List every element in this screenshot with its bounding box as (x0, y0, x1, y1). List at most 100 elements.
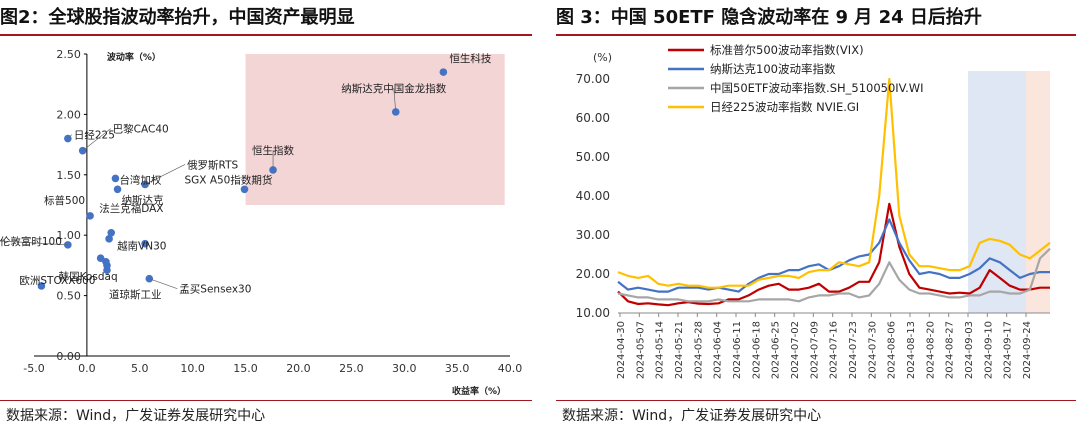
point-label: 纳斯达克 (122, 193, 164, 206)
point-label: 恒生科技 (449, 52, 491, 65)
y-tick-label: 1.00 (56, 229, 81, 242)
highlight-region (245, 54, 505, 205)
x-tick-label: 2024-05-14 (655, 321, 666, 379)
x-tick-label: 2024-07-09 (809, 321, 820, 379)
x-tick-label: 2024-09-17 (1003, 321, 1014, 379)
label-leader-line (144, 164, 186, 185)
left-title-rule (0, 34, 532, 36)
point-label: 越南VN30 (117, 240, 166, 253)
point-label: 日经225 (74, 129, 115, 142)
left-chart-title: 图2：全球股指波动率抬升，中国资产最明显 (0, 7, 355, 28)
x-tick-label: 30.0 (392, 362, 417, 375)
line-chart: (%) 10.00 20.00 30.00 40.00 50.00 60.00 70.00 20… (576, 43, 1051, 379)
legend-label: 标准普尔500波动率指数(VIX) (710, 43, 864, 57)
scatter-point (439, 68, 448, 76)
x-tick-label: 25.0 (339, 362, 364, 375)
y-tick-label: 2.00 (56, 108, 81, 121)
y-tick-label: 0.00 (56, 350, 81, 363)
x-tick-label: 5.0 (131, 362, 149, 375)
x-tick-label: 2024-09-03 (964, 321, 975, 379)
scatter-point (37, 282, 46, 290)
y-axis-title: 波动率（%） (107, 51, 161, 63)
y-tick-label: 40.00 (576, 189, 610, 203)
label-leader-line (149, 278, 178, 290)
label-leader-line (67, 134, 73, 139)
x-tick-label: -5.0 (23, 362, 44, 375)
x-tick-label: 2024-07-30 (867, 321, 878, 379)
point-label: 纳斯达克中国金龙指数 (341, 82, 446, 95)
point-label: 巴黎CAC40 (113, 123, 169, 136)
right-source-rule (556, 400, 1076, 401)
x-tick-label: 2024-07-16 (829, 321, 840, 379)
scatter-chart: -5.0 0.0 5.0 10.0 15.0 20.0 25.0 30.0 35.0 40.0 0.… (0, 48, 523, 396)
scatter-point (113, 185, 122, 194)
scatter-point (145, 274, 154, 283)
point-label: 伦敦富时100 (0, 235, 62, 248)
point-label: SGX A50指数期货 (184, 173, 272, 186)
y-tick-label: 30.00 (576, 228, 610, 242)
x-tick-label: 15.0 (233, 362, 258, 375)
point-label: 标普500 (44, 194, 85, 207)
scatter-point (96, 254, 105, 262)
label-leader-line (393, 87, 397, 113)
label-leader-line (82, 128, 111, 151)
x-tick-label: 2024-08-13 (906, 321, 917, 379)
scatter-point (240, 185, 249, 194)
point-label: 恒生指数 (252, 144, 294, 157)
x-tick-label: 2024-08-20 (925, 321, 936, 379)
left-chart-panel: 图2：全球股指波动率抬升，中国资产最明显 -5.0 0.0 5.0 10.0 15.0 2… (0, 0, 536, 432)
x-tick-label: 2024-07-02 (790, 321, 801, 379)
x-tick-label: 20.0 (286, 362, 311, 375)
scatter-point (141, 239, 149, 248)
x-tick-label: 2024-04-30 (616, 321, 627, 379)
scatter-point (86, 212, 94, 220)
shaded-region (1026, 71, 1050, 313)
legend-label: 日经225波动率指数 NVIE.GI (710, 100, 859, 114)
x-tick-label: 40.0 (498, 362, 523, 375)
y-tick-label: 20.00 (576, 267, 610, 281)
point-label: 台湾加权 (119, 173, 161, 186)
legend-label: 纳斯达克100波动率指数 (710, 62, 836, 76)
x-tick-label: 2024-06-25 (771, 321, 782, 379)
scatter-point (111, 174, 120, 183)
scatter-point (105, 235, 113, 243)
point-label: 法兰克福DAX (99, 202, 163, 215)
x-tick-label: 0.0 (78, 362, 96, 375)
y-unit-label: (%) (593, 51, 612, 64)
x-tick-label: 2024-05-28 (693, 321, 704, 379)
left-source-rule (0, 400, 532, 401)
x-tick-label: 10.0 (180, 362, 205, 375)
y-tick-label: 0.50 (56, 290, 81, 303)
series-line (617, 77, 1051, 289)
x-tick-label: 2024-06-11 (732, 321, 743, 379)
scatter-point (107, 228, 116, 237)
y-tick-label: 10.00 (576, 306, 610, 320)
shaded-region (968, 71, 1026, 313)
legend-label: 中国50ETF波动率指数.SH_510050IV.WI (710, 81, 924, 95)
y-tick-label: 2.50 (56, 48, 81, 61)
right-chart-title: 图 3：中国 50ETF 隐含波动率在 9 月 24 日后抬升 (556, 7, 982, 28)
y-tick-label: 50.00 (576, 150, 610, 164)
x-tick-label: 2024-06-04 (713, 321, 724, 379)
point-label: 孟买Sensex30 (179, 284, 251, 296)
x-tick-label: 2024-09-24 (1022, 321, 1033, 379)
series-line (617, 218, 1050, 293)
point-label: 俄罗斯RTS (187, 158, 238, 171)
x-tick-label: 35.0 (445, 362, 470, 375)
point-label: 道琼斯工业 (109, 288, 162, 301)
x-tick-label: 2024-08-06 (887, 321, 898, 379)
right-chart-panel: 图 3：中国 50ETF 隐含波动率在 9 月 24 日后抬升 (%) 10.00… (556, 0, 1080, 432)
y-tick-label: 70.00 (576, 72, 610, 86)
point-label: 韩国Kosdaq (59, 270, 118, 283)
left-source-note: 数据来源：Wind，广发证券发展研究中心 (6, 408, 266, 424)
y-tick-label: 60.00 (576, 111, 610, 125)
x-tick-label: 2024-05-07 (635, 321, 646, 379)
x-tick-label: 2024-09-10 (983, 321, 994, 379)
x-tick-label: 2024-08-27 (945, 321, 956, 379)
x-tick-label: 2024-05-21 (674, 321, 685, 379)
label-leader-line (0, 240, 68, 246)
right-source-note: 数据来源：Wind，广发证券发展研究中心 (562, 408, 822, 424)
right-title-rule (556, 34, 1076, 36)
y-tick-label: 1.50 (56, 169, 81, 182)
x-tick-label: 2024-06-18 (751, 321, 762, 379)
